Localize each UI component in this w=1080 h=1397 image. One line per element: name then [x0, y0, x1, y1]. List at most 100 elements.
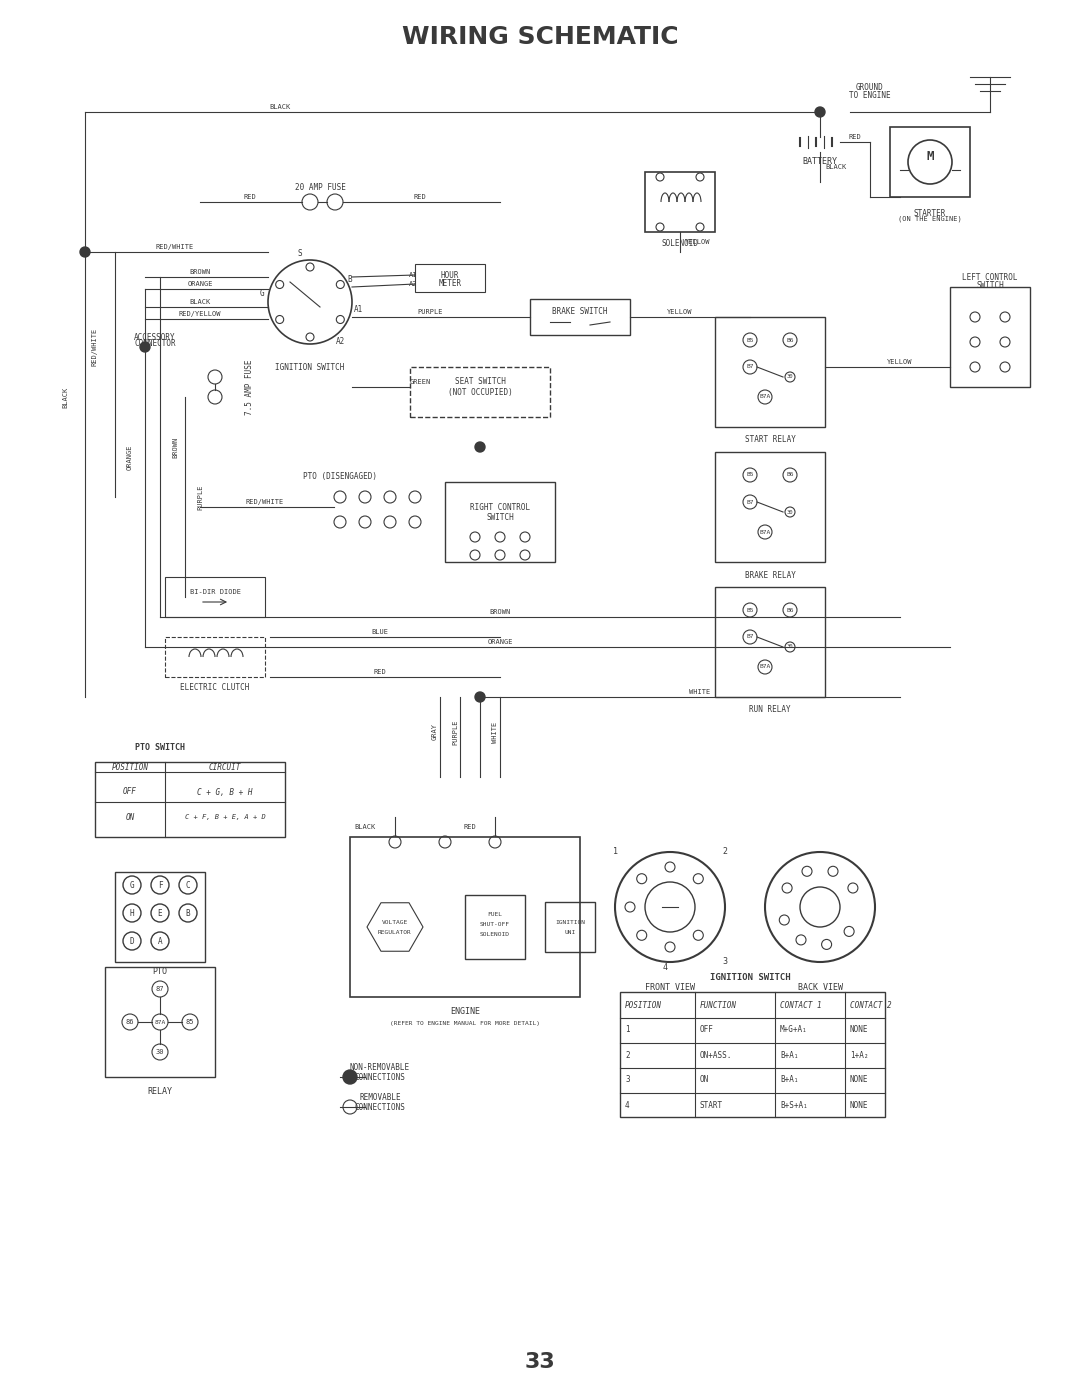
Text: RED: RED: [849, 134, 862, 140]
Text: NONE: NONE: [850, 1025, 868, 1035]
Text: M+G+A₁: M+G+A₁: [780, 1025, 808, 1035]
Text: HOUR: HOUR: [441, 271, 459, 279]
Text: REMOVABLE: REMOVABLE: [360, 1092, 401, 1101]
Text: RELAY: RELAY: [148, 1087, 173, 1097]
Text: (ON THE ENGINE): (ON THE ENGINE): [899, 215, 962, 222]
Text: CONNECTIONS: CONNECTIONS: [354, 1102, 405, 1112]
Bar: [545, 902, 595, 951]
Text: ORANGE: ORANGE: [487, 638, 513, 645]
Text: A2: A2: [336, 338, 345, 346]
Text: SOLENOID: SOLENOID: [480, 933, 510, 937]
Text: RED/WHITE: RED/WHITE: [246, 499, 284, 504]
Text: START: START: [700, 1101, 724, 1109]
Text: RED/YELLOW: RED/YELLOW: [179, 312, 221, 317]
Text: GROUND: GROUND: [856, 82, 883, 91]
Text: B5: B5: [746, 338, 754, 342]
Text: G: G: [259, 289, 265, 299]
Text: CIRCUIT: CIRCUIT: [208, 763, 241, 771]
Text: NON-REMOVABLE: NON-REMOVABLE: [350, 1063, 410, 1071]
Text: 30: 30: [786, 644, 793, 650]
Text: BI-DIR DIODE: BI-DIR DIODE: [189, 590, 241, 595]
Text: RUN RELAY: RUN RELAY: [750, 705, 791, 714]
Text: CONNECTOR: CONNECTOR: [134, 339, 176, 348]
Text: BATTERY: BATTERY: [802, 158, 837, 166]
Text: RED/WHITE: RED/WHITE: [156, 244, 194, 250]
Text: PTO SWITCH: PTO SWITCH: [135, 742, 185, 752]
Text: SWITCH: SWITCH: [486, 513, 514, 521]
Bar: [105, 967, 215, 1077]
Bar: [890, 127, 970, 197]
Text: UNI: UNI: [565, 929, 576, 935]
Text: BLACK: BLACK: [269, 103, 291, 110]
Text: 86: 86: [125, 1018, 134, 1025]
Text: ENGINE: ENGINE: [450, 1007, 480, 1017]
Text: A1: A1: [408, 272, 417, 278]
Text: RED/WHITE: RED/WHITE: [92, 328, 98, 366]
Text: C + F, B + E, A + D: C + F, B + E, A + D: [185, 814, 266, 820]
Text: RED: RED: [244, 194, 256, 200]
Text: NONE: NONE: [850, 1101, 868, 1109]
Text: E: E: [158, 908, 162, 918]
Text: YELLOW: YELLOW: [888, 359, 913, 365]
Text: OFF: OFF: [123, 788, 137, 796]
Text: BROWN: BROWN: [189, 270, 211, 275]
Text: 1+A₂: 1+A₂: [850, 1051, 868, 1059]
Polygon shape: [367, 902, 423, 951]
Text: 1: 1: [612, 848, 618, 856]
Text: BROWN: BROWN: [489, 609, 511, 615]
Text: 2: 2: [723, 848, 728, 856]
Circle shape: [475, 441, 485, 453]
Text: B5: B5: [746, 472, 754, 478]
Text: (REFER TO ENGINE MANUAL FOR MORE DETAIL): (REFER TO ENGINE MANUAL FOR MORE DETAIL): [390, 1021, 540, 1027]
Text: 4: 4: [625, 1101, 630, 1109]
Text: (NOT OCCUPIED): (NOT OCCUPIED): [447, 387, 512, 397]
Bar: [530, 299, 630, 335]
Text: 3: 3: [625, 1076, 630, 1084]
Bar: [165, 637, 265, 678]
Text: IGNITION SWITCH: IGNITION SWITCH: [275, 362, 345, 372]
Text: GREEN: GREEN: [409, 379, 431, 386]
Text: RED: RED: [374, 669, 387, 675]
Text: REGULATOR: REGULATOR: [378, 929, 411, 935]
Circle shape: [80, 247, 90, 257]
Text: B7: B7: [746, 634, 754, 640]
Text: 1: 1: [625, 1025, 630, 1035]
Text: B+A₁: B+A₁: [780, 1051, 798, 1059]
Text: BLUE: BLUE: [372, 629, 389, 636]
Text: METER: METER: [438, 279, 461, 289]
Text: ON: ON: [700, 1076, 710, 1084]
Text: BROWN: BROWN: [172, 436, 178, 458]
Text: WHITE: WHITE: [689, 689, 711, 694]
Bar: [465, 895, 525, 958]
Text: IGNITION: IGNITION: [555, 919, 585, 925]
Text: A2: A2: [408, 281, 417, 286]
Bar: [715, 587, 825, 697]
Text: RIGHT CONTROL: RIGHT CONTROL: [470, 503, 530, 511]
Text: BRAKE RELAY: BRAKE RELAY: [744, 570, 796, 580]
Text: 85: 85: [186, 1018, 194, 1025]
Text: B7A: B7A: [759, 529, 771, 535]
Text: BLACK: BLACK: [825, 163, 847, 170]
Text: FUEL: FUEL: [487, 912, 502, 918]
Bar: [114, 872, 205, 963]
Text: ON+ASS.: ON+ASS.: [700, 1051, 732, 1059]
Text: OFF: OFF: [700, 1025, 714, 1035]
Text: NONE: NONE: [850, 1076, 868, 1084]
Text: RED: RED: [463, 824, 476, 830]
Text: M: M: [927, 151, 934, 163]
Bar: [950, 286, 1030, 387]
Text: CONTACT 2: CONTACT 2: [850, 1000, 892, 1010]
Text: POSITION: POSITION: [625, 1000, 662, 1010]
Text: PURPLE: PURPLE: [417, 309, 443, 314]
Bar: [715, 453, 825, 562]
Bar: [620, 992, 885, 1118]
Text: PTO (DISENGAGED): PTO (DISENGAGED): [303, 472, 377, 482]
Text: 20 AMP FUSE: 20 AMP FUSE: [295, 183, 346, 191]
Text: B+S+A₁: B+S+A₁: [780, 1101, 808, 1109]
Text: 87: 87: [156, 986, 164, 992]
Text: B7A: B7A: [759, 665, 771, 669]
Text: 30: 30: [786, 374, 793, 380]
Text: FRONT VIEW: FRONT VIEW: [645, 982, 696, 992]
Text: B: B: [186, 908, 190, 918]
Text: B7: B7: [746, 500, 754, 504]
